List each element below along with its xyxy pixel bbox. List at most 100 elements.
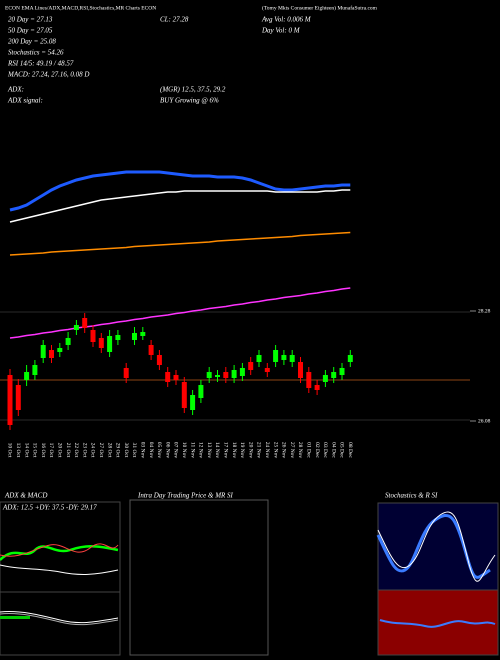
candle-body — [7, 375, 13, 425]
indicator-label: Stochastics = 54.26 — [8, 49, 64, 57]
candle-body — [198, 385, 204, 398]
candle-body — [314, 385, 320, 390]
panel-title: Intra Day Trading Price & MR SI — [137, 492, 234, 500]
x-tick-label: 28 Oct — [106, 443, 112, 458]
x-tick-label: 31 Oct — [131, 443, 137, 458]
candle-body — [331, 372, 337, 378]
x-tick-label: 10 Nov — [181, 442, 187, 459]
x-tick-label: 27 Nov — [289, 442, 295, 459]
indicator-label: BUY Growing @ 6% — [160, 97, 219, 105]
ma-line — [9, 231, 351, 256]
candle-body — [73, 325, 79, 330]
candle-body — [173, 375, 179, 380]
candle-body — [90, 330, 96, 342]
x-tick-label: 11 Nov — [189, 442, 195, 458]
x-tick-label: 06 Nov — [164, 442, 170, 459]
x-tick-label: 14 Nov — [214, 442, 220, 459]
candle-body — [239, 368, 245, 376]
candle-body — [15, 385, 21, 410]
adx-line — [0, 545, 119, 561]
candle-body — [140, 332, 146, 336]
candle-body — [190, 395, 196, 410]
candle-body — [215, 375, 220, 377]
x-tick-label: 20 Nov — [247, 442, 253, 459]
intraday-panel — [129, 499, 269, 656]
candle-body — [49, 350, 54, 358]
ma-line — [9, 170, 351, 212]
candle-body — [256, 355, 262, 362]
candle-body — [223, 372, 229, 378]
x-tick-label: 13 Oct — [15, 443, 21, 458]
candle-body — [57, 348, 63, 352]
ma-label: 200 Day = 25.08 — [8, 38, 56, 46]
y-tick-label: 28.28 — [478, 308, 491, 314]
x-tick-label: 05 Dec — [339, 442, 345, 458]
candle-body — [24, 372, 30, 380]
adx-line — [0, 543, 119, 557]
x-tick-label: 13 Nov — [206, 442, 212, 459]
x-tick-label: 10 Oct — [7, 443, 13, 458]
y-tick-label: 26.08 — [478, 418, 491, 424]
candle-body — [181, 382, 187, 408]
adx-panel — [0, 501, 121, 656]
x-tick-label: 28 Nov — [297, 442, 303, 459]
ma-line — [9, 287, 351, 339]
candle-body — [123, 368, 129, 378]
candle-body — [32, 365, 38, 375]
x-tick-label: 20 Oct — [57, 443, 63, 458]
candle-body — [165, 372, 171, 382]
x-tick-label: 18 Nov — [231, 442, 237, 459]
candle-body — [298, 362, 303, 378]
x-tick-label: 19 Nov — [239, 442, 245, 459]
x-tick-label: 02 Dec — [314, 442, 320, 458]
x-tick-label: 21 Nov — [256, 442, 262, 459]
x-tick-label: 24 Oct — [90, 443, 96, 458]
x-tick-label: 07 Nov — [173, 442, 179, 459]
candle-body — [339, 368, 345, 375]
candle-body — [289, 355, 295, 362]
candle-body — [306, 372, 312, 388]
x-tick-label: 24 Nov — [264, 442, 270, 459]
indicator-label: RSI 14/5: 49.19 / 48.57 — [7, 60, 74, 68]
candle-body — [82, 318, 88, 328]
panel-title: Stochastics & R SI — [385, 492, 438, 500]
volume-label: Day Vol: 0 M — [261, 27, 301, 35]
macd-hist — [0, 616, 30, 619]
candle-body — [115, 335, 121, 340]
x-tick-label: 12 Nov — [198, 442, 204, 459]
adx-line — [0, 564, 119, 575]
x-tick-label: 04 Dec — [330, 442, 336, 458]
x-tick-label: 17 Oct — [48, 443, 54, 458]
macd-line — [0, 611, 119, 624]
indicator-label: ADX: — [7, 86, 24, 94]
x-tick-label: 25 Nov — [272, 442, 278, 459]
x-tick-label: 04 Nov — [148, 442, 154, 459]
candle-body — [248, 362, 254, 370]
panel-title: ADX & MACD — [4, 492, 47, 500]
x-tick-label: 23 Oct — [81, 443, 87, 458]
rsi-line — [379, 619, 496, 628]
x-tick-label: 15 Oct — [32, 443, 38, 458]
x-tick-label: 01 Dec — [306, 442, 312, 458]
close-label: CL: 27.28 — [160, 16, 189, 24]
x-tick-label: 30 Oct — [123, 443, 129, 458]
x-tick-label: 05 Nov — [156, 442, 162, 459]
x-tick-label: 26 Nov — [281, 442, 287, 459]
candle-body — [107, 336, 113, 352]
x-tick-label: 22 Oct — [73, 443, 79, 458]
macd-line — [0, 613, 119, 626]
candle-body — [65, 338, 71, 345]
ma-line — [9, 189, 351, 223]
x-tick-label: 03 Dec — [322, 442, 328, 458]
ma-label: 20 Day = 27.13 — [8, 16, 53, 24]
candle-body — [132, 333, 137, 340]
candle-body — [273, 350, 279, 362]
source: (Tomy Mkts Consumer Eighteen) MunafaSutr… — [262, 4, 378, 11]
x-tick-label: 16 Oct — [40, 443, 46, 458]
candle-body — [98, 338, 104, 348]
candle-body — [148, 345, 154, 355]
candle-body — [264, 368, 270, 372]
x-tick-label: 27 Oct — [98, 443, 104, 458]
x-tick-label: 08 Dec — [347, 442, 353, 458]
